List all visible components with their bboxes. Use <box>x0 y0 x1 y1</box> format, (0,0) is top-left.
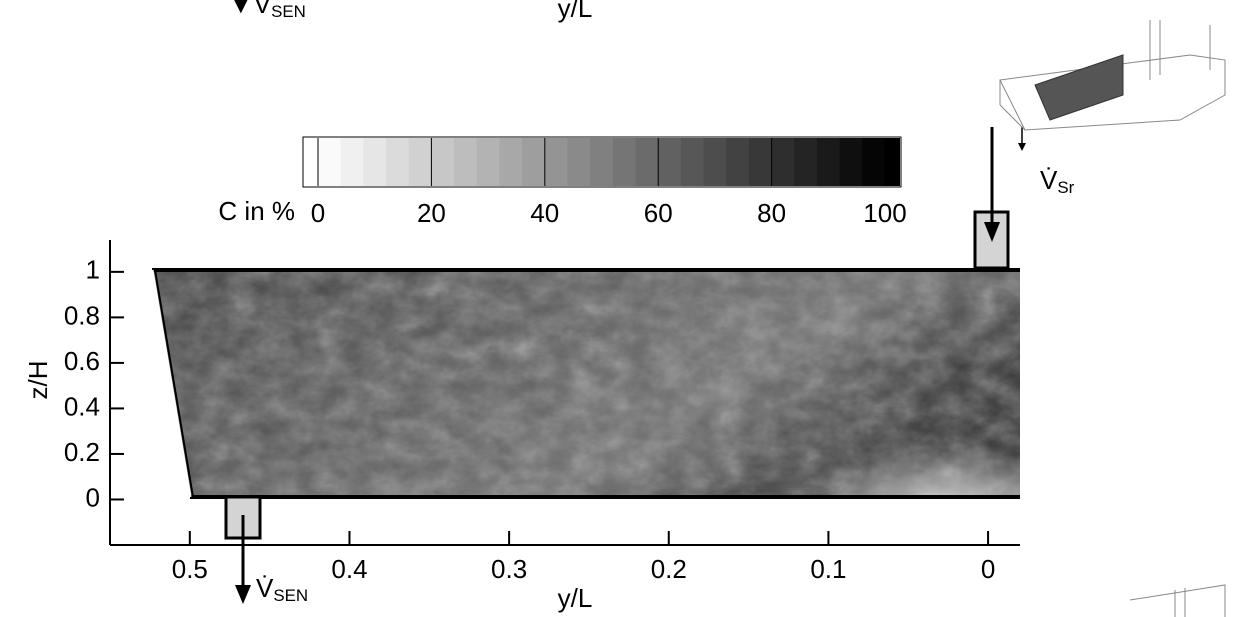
inlet-subscript: SEN <box>271 2 306 21</box>
x-tick-label: 0.5 <box>172 554 208 584</box>
colorbar-level <box>341 138 364 186</box>
inlet-subscript: Sr <box>1057 178 1074 197</box>
y-tick-label: 0.8 <box>64 300 100 330</box>
colorbar-level <box>409 138 432 186</box>
colorbar-level <box>749 138 772 186</box>
inlet-label: V̇SEN <box>256 573 308 606</box>
x-tick-label: 0.4 <box>331 554 367 584</box>
x-tick-label: 0.2 <box>651 554 687 584</box>
colorbar-level <box>817 138 840 186</box>
colorbar-level <box>386 138 409 186</box>
colorbar-level <box>590 138 613 186</box>
colorbar-level <box>840 138 863 186</box>
geometry-sketch <box>1000 20 1225 617</box>
colorbar-label: C in % <box>218 196 295 226</box>
y-tick-label: 0.2 <box>64 437 100 467</box>
colorbar-level <box>658 138 681 186</box>
colorbar-tick-label: 100 <box>863 198 906 228</box>
y-tick-label: 0.4 <box>64 391 100 421</box>
inlet-label: ▼V̇SEN <box>228 0 306 21</box>
crop-text: y/L <box>558 0 593 23</box>
colorbar-level <box>681 138 704 186</box>
colorbar-level <box>477 138 500 186</box>
colorbar-level <box>567 138 590 186</box>
colorbar-extension <box>304 138 318 186</box>
x-tick-label: 0 <box>981 554 995 584</box>
colorbar-level <box>726 138 749 186</box>
y-axis-label: z/H <box>23 361 53 400</box>
colorbar-tick-label: 60 <box>644 198 673 228</box>
colorbar-tick-label: 80 <box>757 198 786 228</box>
colorbar-level <box>862 138 885 186</box>
colorbar-tick-label: 20 <box>417 198 446 228</box>
colorbar-tick-label: 40 <box>530 198 559 228</box>
colorbar-level <box>636 138 659 186</box>
y-tick-label: 0 <box>86 482 100 512</box>
x-tick-label: 0.1 <box>810 554 846 584</box>
colorbar-level <box>794 138 817 186</box>
y-tick-label: 1 <box>86 255 100 285</box>
inlet-label: V̇Sr <box>1040 165 1075 198</box>
concentration-field <box>140 260 1030 505</box>
x-axis-label: y/L <box>558 583 593 613</box>
inlet-symbol: ▼V̇ <box>228 0 272 19</box>
colorbar-level <box>772 138 795 186</box>
colorbar-level <box>318 138 341 186</box>
colorbar-level <box>363 138 386 186</box>
y-tick-label: 0.6 <box>64 346 100 376</box>
inlet-sen <box>226 497 260 604</box>
colorbar-level <box>522 138 545 186</box>
inlet-subscript: SEN <box>273 586 308 605</box>
inlet-symbol: V̇ <box>1040 165 1058 195</box>
colorbar-level <box>454 138 477 186</box>
colorbar-level <box>704 138 727 186</box>
inlet-symbol: V̇ <box>256 573 274 603</box>
colorbar-level <box>499 138 522 186</box>
colorbar-extension <box>885 138 900 186</box>
figure: C in % y/L z/H y/L 0.5 0.4 0.3 0.2 0.1 0 0 0.2 0… <box>0 0 1234 617</box>
inlet-sr <box>975 127 1026 268</box>
colorbar-level <box>545 138 568 186</box>
colorbar-level <box>431 138 454 186</box>
colorbar-level <box>613 138 636 186</box>
x-tick-label: 0.3 <box>491 554 527 584</box>
colorbar-tick-label: 0 <box>311 198 325 228</box>
